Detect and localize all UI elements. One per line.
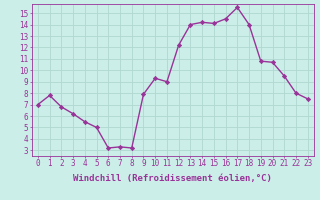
X-axis label: Windchill (Refroidissement éolien,°C): Windchill (Refroidissement éolien,°C) bbox=[73, 174, 272, 183]
